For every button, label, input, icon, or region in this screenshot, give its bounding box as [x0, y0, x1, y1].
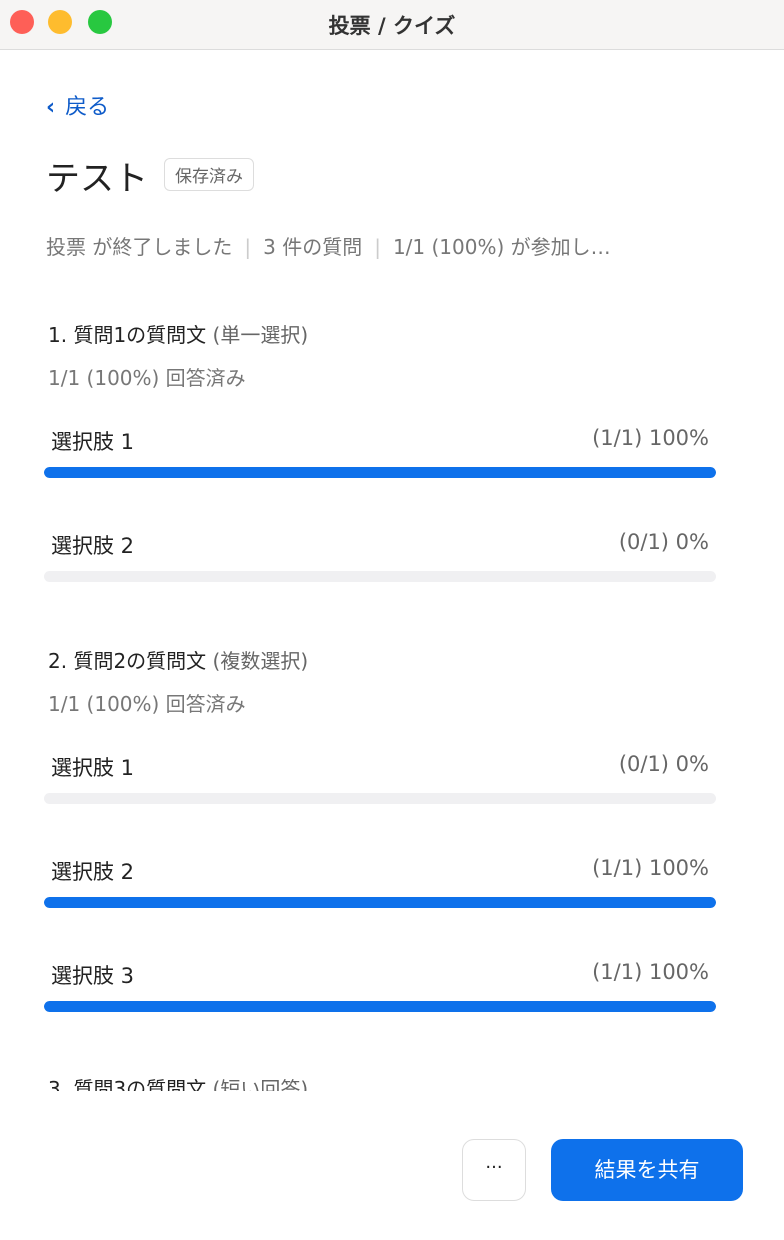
minimize-window-button[interactable]	[48, 10, 72, 34]
window-title: 投票 / クイズ	[328, 14, 456, 38]
option-result: (1/1) 100%	[592, 426, 709, 450]
participation: 1/1 (100%) が参加し…	[392, 235, 611, 259]
zoom-window-button[interactable]	[88, 10, 112, 34]
answered-count: 1/1 (100%) 回答済み	[48, 366, 246, 390]
share-results-button[interactable]: 結果を共有	[551, 1139, 743, 1201]
option-progress-bar	[44, 467, 716, 478]
chevron-left-icon: ‹	[46, 95, 56, 120]
question-count: 3 件の質問	[263, 235, 363, 259]
option-label: 選択肢 3	[51, 964, 135, 988]
question-type: (短い回答)	[212, 1077, 309, 1091]
poll-status: 投票 が終了しました	[46, 235, 233, 259]
answered-count: 1/1 (100%) 回答済み	[48, 692, 246, 716]
progress-fill	[44, 1001, 716, 1012]
question-title: 1. 質問1の質問文 (単一選択)	[48, 319, 308, 348]
progress-fill	[44, 897, 716, 908]
option-progress-bar	[44, 571, 716, 582]
option-label: 選択肢 1	[51, 430, 135, 454]
question-type: (複数選択)	[212, 649, 309, 673]
poll-meta: 投票 が終了しました | 3 件の質問 | 1/1 (100%) が参加し…	[46, 235, 611, 259]
option-label: 選択肢 2	[51, 860, 135, 884]
option-label: 選択肢 2	[51, 534, 135, 558]
question-title: 3. 質問3の質問文 (短い回答)	[48, 1073, 308, 1091]
question-text: 1. 質問1の質問文	[48, 323, 207, 347]
close-window-button[interactable]	[10, 10, 34, 34]
more-options-button[interactable]: ···	[462, 1139, 526, 1201]
question-title: 2. 質問2の質問文 (複数選択)	[48, 645, 308, 674]
back-link[interactable]: ‹ 戻る	[46, 89, 109, 121]
option-progress-bar	[44, 1001, 716, 1012]
option-result: (1/1) 100%	[592, 856, 709, 880]
question-type: (単一選択)	[212, 323, 309, 347]
question-text: 3. 質問3の質問文	[48, 1077, 207, 1091]
question-text: 2. 質問2の質問文	[48, 649, 207, 673]
poll-title: テスト	[46, 159, 148, 199]
option-result: (1/1) 100%	[592, 960, 709, 984]
option-result: (0/1) 0%	[618, 752, 709, 776]
option-label: 選択肢 1	[51, 756, 135, 780]
option-result: (0/1) 0%	[618, 530, 709, 554]
title-bar: 投票 / クイズ	[0, 0, 784, 50]
saved-badge: 保存済み	[164, 158, 254, 191]
option-progress-bar	[44, 793, 716, 804]
back-label: 戻る	[65, 95, 110, 120]
option-progress-bar	[44, 897, 716, 908]
results-scroll-area[interactable]: ‹ 戻る テスト 保存済み 投票 が終了しました | 3 件の質問 | 1/1 (100%…	[0, 51, 784, 1091]
progress-fill	[44, 467, 716, 478]
